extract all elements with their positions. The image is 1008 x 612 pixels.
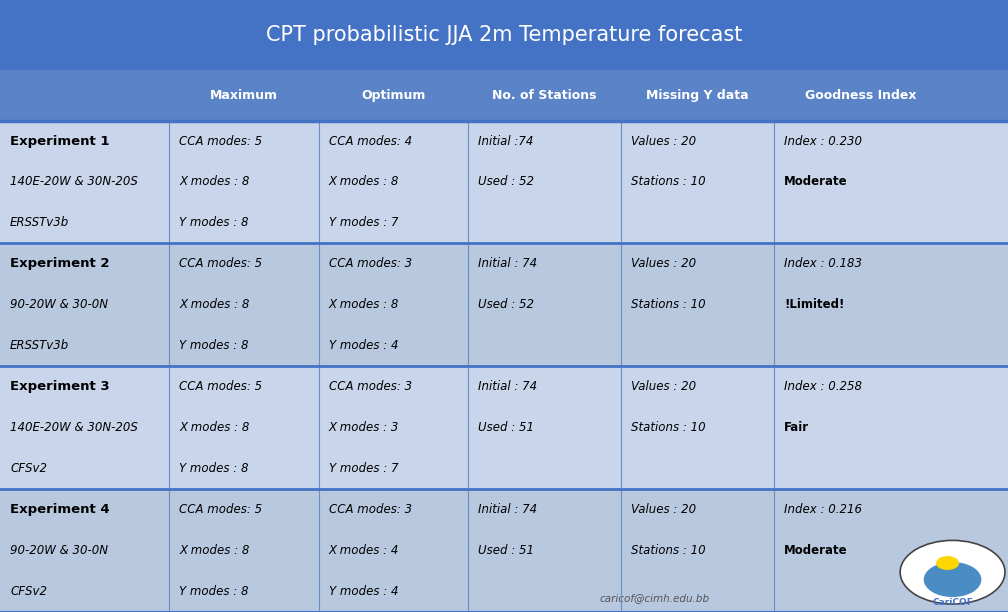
Text: Stations : 10: Stations : 10 (631, 421, 706, 434)
Text: !Limited!: !Limited! (784, 299, 845, 312)
Text: 140E-20W & 30N-20S: 140E-20W & 30N-20S (10, 176, 138, 188)
Text: CPT probabilistic JJA 2m Temperature forecast: CPT probabilistic JJA 2m Temperature for… (266, 25, 742, 45)
Text: Used : 52: Used : 52 (478, 176, 534, 188)
Text: Index : 0.183: Index : 0.183 (784, 258, 862, 271)
Circle shape (900, 540, 1005, 604)
Text: CCA modes: 5: CCA modes: 5 (179, 503, 262, 516)
Text: CCA modes: 3: CCA modes: 3 (329, 380, 411, 394)
Text: Y modes : 8: Y modes : 8 (179, 339, 249, 353)
Text: Optimum: Optimum (361, 89, 425, 102)
Text: Experiment 3: Experiment 3 (10, 380, 110, 394)
Text: Stations : 10: Stations : 10 (631, 544, 706, 557)
Text: Stations : 10: Stations : 10 (631, 299, 706, 312)
Circle shape (936, 556, 959, 570)
Text: Used : 51: Used : 51 (478, 544, 534, 557)
Text: caricof@cimh.edu.bb: caricof@cimh.edu.bb (600, 594, 710, 603)
Bar (0, 530, 1008, 571)
Text: CCA modes: 4: CCA modes: 4 (329, 135, 411, 147)
Text: CariCOF: CariCOF (932, 598, 973, 607)
Text: Initial : 74: Initial : 74 (478, 380, 537, 394)
Text: Y modes : 8: Y modes : 8 (179, 462, 249, 475)
Text: Used : 51: Used : 51 (478, 421, 534, 434)
Text: CFSv2: CFSv2 (10, 585, 47, 598)
Text: Used : 52: Used : 52 (478, 299, 534, 312)
Text: Values : 20: Values : 20 (631, 503, 697, 516)
Text: Missing Y data: Missing Y data (646, 89, 749, 102)
Text: X modes : 8: X modes : 8 (179, 176, 250, 188)
Text: 90-20W & 30-0N: 90-20W & 30-0N (10, 299, 108, 312)
Text: ERSSTv3b: ERSSTv3b (10, 339, 70, 353)
Text: Y modes : 4: Y modes : 4 (329, 585, 398, 598)
Text: X modes : 8: X modes : 8 (329, 299, 399, 312)
Bar (0, 0, 1008, 70)
Circle shape (923, 562, 982, 597)
Bar (0, 448, 1008, 489)
Text: Values : 20: Values : 20 (631, 135, 697, 147)
Text: Moderate: Moderate (784, 544, 848, 557)
Text: Values : 20: Values : 20 (631, 258, 697, 271)
Text: Y modes : 8: Y modes : 8 (179, 217, 249, 230)
Bar (0, 571, 1008, 612)
Text: ERSSTv3b: ERSSTv3b (10, 217, 70, 230)
Bar (0, 162, 1008, 203)
Text: Index : 0.258: Index : 0.258 (784, 380, 862, 394)
Text: 140E-20W & 30N-20S: 140E-20W & 30N-20S (10, 421, 138, 434)
Text: Y modes : 7: Y modes : 7 (329, 217, 398, 230)
Text: CCA modes: 5: CCA modes: 5 (179, 380, 262, 394)
Bar (0, 121, 1008, 162)
Text: 90-20W & 30-0N: 90-20W & 30-0N (10, 544, 108, 557)
Text: Goodness Index: Goodness Index (805, 89, 916, 102)
Text: Values : 20: Values : 20 (631, 380, 697, 394)
Text: Stations : 10: Stations : 10 (631, 176, 706, 188)
Text: Y modes : 8: Y modes : 8 (179, 585, 249, 598)
Bar (0, 244, 1008, 285)
Text: Initial : 74: Initial : 74 (478, 258, 537, 271)
Text: Initial :74: Initial :74 (478, 135, 533, 147)
Bar (0, 407, 1008, 448)
Text: Experiment 2: Experiment 2 (10, 258, 110, 271)
Bar (0, 326, 1008, 366)
Text: X modes : 3: X modes : 3 (329, 421, 399, 434)
Text: Experiment 4: Experiment 4 (10, 503, 110, 516)
Text: X modes : 8: X modes : 8 (329, 176, 399, 188)
Bar (0, 285, 1008, 326)
Text: Index : 0.230: Index : 0.230 (784, 135, 862, 147)
Text: Maximum: Maximum (210, 89, 278, 102)
Text: Initial : 74: Initial : 74 (478, 503, 537, 516)
Bar (0, 70, 1008, 121)
Text: CCA modes: 5: CCA modes: 5 (179, 135, 262, 147)
Text: Moderate: Moderate (784, 176, 848, 188)
Text: Experiment 1: Experiment 1 (10, 135, 110, 147)
Text: X modes : 8: X modes : 8 (179, 544, 250, 557)
Text: CFSv2: CFSv2 (10, 462, 47, 475)
Text: CCA modes: 3: CCA modes: 3 (329, 503, 411, 516)
Text: X modes : 4: X modes : 4 (329, 544, 399, 557)
Bar (0, 366, 1008, 407)
Text: Index : 0.216: Index : 0.216 (784, 503, 862, 516)
Text: X modes : 8: X modes : 8 (179, 421, 250, 434)
Text: X modes : 8: X modes : 8 (179, 299, 250, 312)
Text: CCA modes: 5: CCA modes: 5 (179, 258, 262, 271)
Text: Fair: Fair (784, 421, 809, 434)
Text: No. of Stations: No. of Stations (492, 89, 597, 102)
Bar (0, 203, 1008, 244)
Text: Y modes : 4: Y modes : 4 (329, 339, 398, 353)
Text: CCA modes: 3: CCA modes: 3 (329, 258, 411, 271)
Bar (0, 489, 1008, 530)
Text: Y modes : 7: Y modes : 7 (329, 462, 398, 475)
